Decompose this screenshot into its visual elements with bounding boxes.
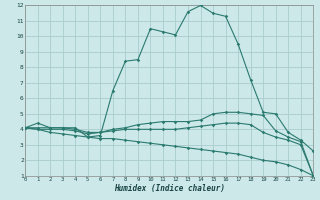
X-axis label: Humidex (Indice chaleur): Humidex (Indice chaleur) [114, 184, 225, 193]
